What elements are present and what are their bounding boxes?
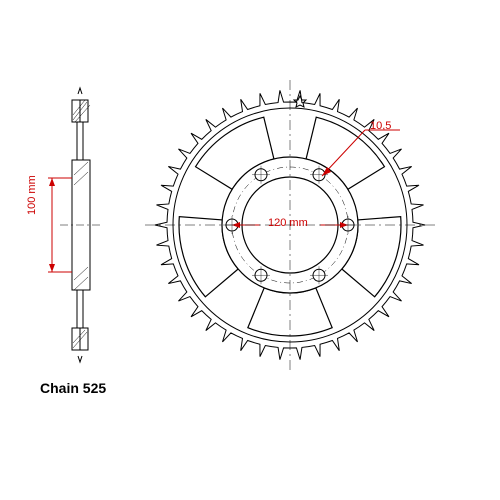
dim-120mm-label: 120 mm [268, 217, 308, 229]
dim-10-5-label: 10,5 [370, 120, 391, 132]
chain-label: Chain 525 [40, 380, 106, 396]
dim-100mm-label: 100 mm [26, 175, 38, 215]
technical-drawing-svg [0, 0, 500, 500]
side-profile [60, 88, 100, 362]
diagram-container: Chain 525 100 mm 120 mm 10,5 [0, 0, 500, 500]
